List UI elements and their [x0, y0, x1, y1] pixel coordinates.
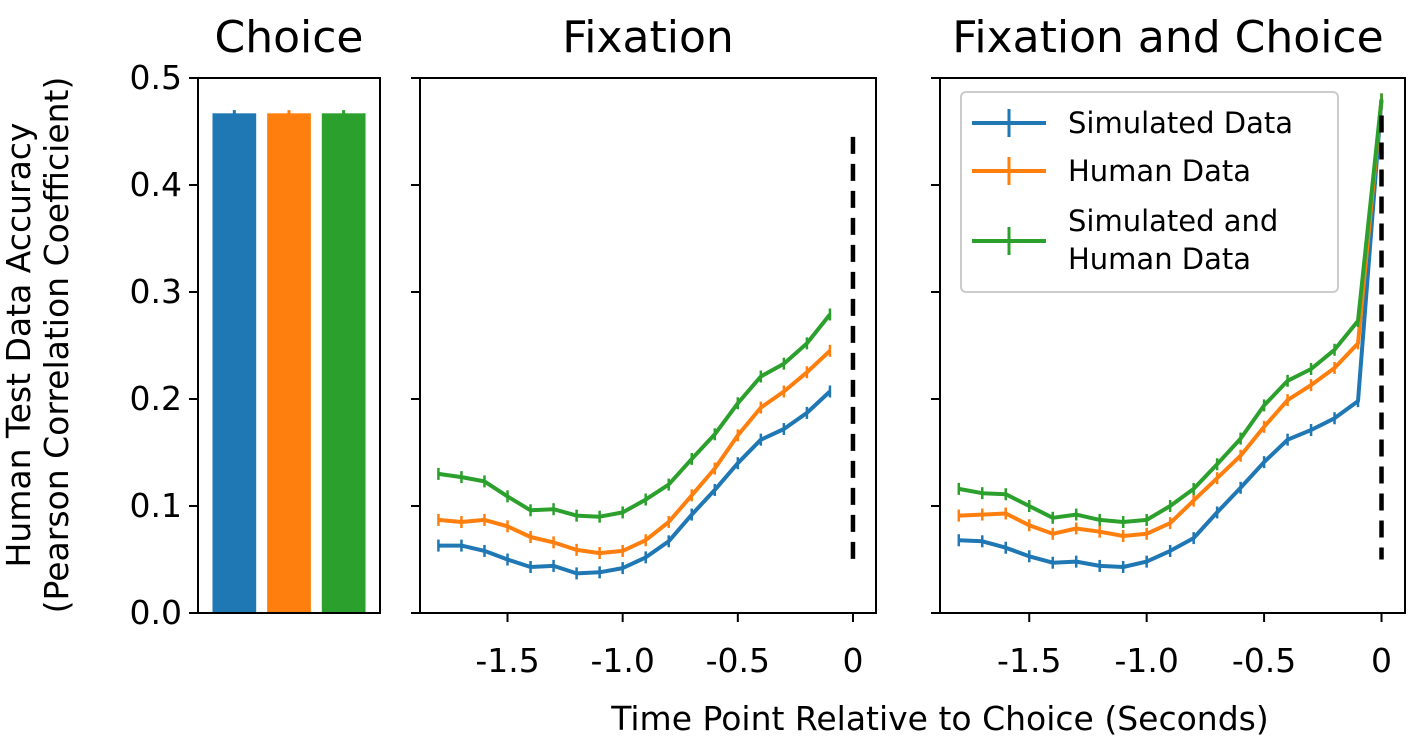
x-tick-label: -0.5 — [706, 641, 770, 680]
bar — [267, 113, 311, 613]
x-tick-label: -1.5 — [475, 641, 539, 680]
y-tick-label: 0.1 — [130, 486, 182, 525]
x-tick-label: -1.0 — [590, 641, 654, 680]
legend-label: Human Data — [1068, 154, 1251, 188]
legend-label: Simulated Data — [1068, 106, 1293, 140]
panel-choice: 0.0 0.1 0.2 0.3 0.4 0.5 — [130, 58, 381, 632]
x-tick-label: -1.0 — [1114, 641, 1178, 680]
bar — [212, 113, 257, 613]
fixation-series-line — [438, 313, 832, 519]
legend-frame — [960, 91, 1339, 293]
y-tick-label: 0.0 — [130, 593, 182, 632]
choice-frame — [197, 77, 381, 614]
y-tick-label: 0.3 — [130, 272, 182, 311]
panel-title-fixation-and-choice: Fixation and Choice — [952, 12, 1383, 63]
panel-title-choice: Choice — [214, 12, 363, 63]
y-axis-label-line-2: (Pearson Correlation Coefficient) — [37, 77, 76, 614]
x-tick-label: -0.5 — [1232, 641, 1296, 680]
x-axis-label: Time Point Relative to Choice (Seconds) — [610, 699, 1269, 738]
bar — [321, 113, 366, 613]
x-tick-label: 0 — [842, 641, 863, 680]
legend-label: Simulated and — [1068, 204, 1278, 238]
y-axis-label-line-1: Human Test Data Accuracy — [0, 123, 38, 568]
fixation-frame — [419, 77, 877, 614]
fixation-and-choice-frame — [939, 77, 1406, 614]
y-tick-label: 0.4 — [130, 165, 182, 204]
panel-fixation: -1.5 -1.0 -0.5 0 — [411, 77, 877, 680]
y-tick-label: 0.2 — [130, 379, 182, 418]
x-tick-label: 0 — [1371, 641, 1392, 680]
y-tick-label: 0.5 — [130, 58, 182, 97]
legend-label: Human Data — [1068, 242, 1251, 276]
fixation-series-line — [438, 390, 832, 576]
fixation-series-line — [438, 349, 832, 556]
legend: Simulated Data Human Data Simulated and Hum… — [960, 91, 1339, 293]
x-tick-label: -1.5 — [997, 641, 1061, 680]
panel-title-fixation: Fixation — [562, 12, 734, 63]
